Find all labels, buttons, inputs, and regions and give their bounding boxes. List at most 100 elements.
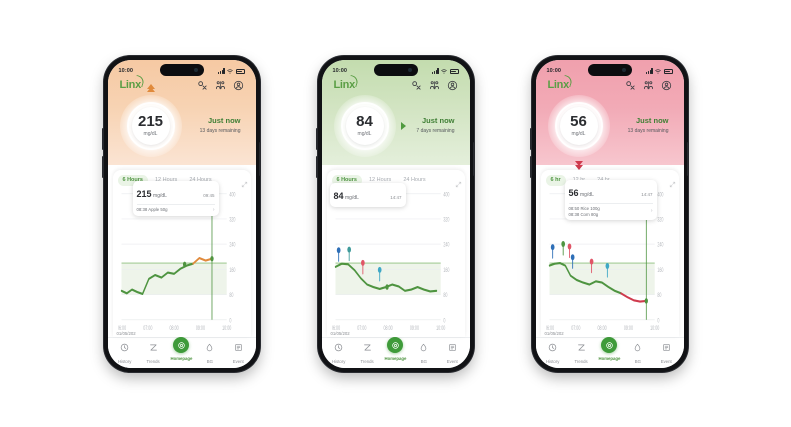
glucose-unit: mg/dL: [357, 130, 372, 137]
nav-item-homepage[interactable]: Homepage: [167, 337, 195, 361]
glucose-chart[interactable]: 400 320 240 160 80 0 06:00 07:00 08:00 09:00 10:00: [332, 188, 460, 337]
clock-icon: [548, 339, 557, 357]
x-tick-label: 06:00: [332, 325, 340, 332]
reading-tooltip[interactable]: 84 mg/dL 14:47: [329, 182, 406, 207]
power-button[interactable]: [473, 141, 475, 176]
header-icon-group: [625, 80, 672, 91]
hero-section: 10:00 Linx: [535, 59, 684, 170]
nav-item-history[interactable]: History: [539, 339, 567, 364]
tooltip-time: 09:45: [203, 192, 215, 198]
nav-item-event[interactable]: Event: [652, 339, 680, 364]
y-tick-label: 320: [657, 216, 663, 223]
status-time: 10:00: [546, 68, 562, 74]
tooltip-value: 84: [333, 190, 344, 201]
glucose-line: [548, 261, 622, 294]
tooltip-events[interactable]: 08:38 Apple 50g ›: [136, 203, 215, 213]
drop-icon: [633, 339, 642, 357]
glucose-dial[interactable]: 215 mg/dL: [119, 83, 182, 157]
profile-icon[interactable]: [661, 80, 672, 91]
tab-range-0[interactable]: 6 Hours: [117, 174, 148, 186]
x-tick-label: 09:00: [409, 325, 418, 332]
home-icon: [606, 342, 613, 349]
nav-item-event[interactable]: Event: [224, 339, 252, 364]
nav-item-bg[interactable]: BG: [196, 339, 224, 364]
x-tick-label: 08:00: [383, 325, 392, 332]
note-icon: [448, 339, 457, 357]
tab-range-2[interactable]: 24 Hours: [184, 175, 216, 186]
expand-icon[interactable]: [455, 181, 462, 188]
chevron-right-icon[interactable]: ›: [212, 206, 215, 213]
glucose-dial[interactable]: 56 mg/dL: [547, 94, 610, 170]
sensor-icon[interactable]: [625, 80, 636, 91]
y-tick-label: 160: [229, 267, 235, 274]
phone-screen: 10:00 Linx: [535, 59, 684, 368]
nav-item-bg[interactable]: BG: [410, 339, 438, 364]
y-tick-label: 80: [229, 292, 233, 299]
phone-screen: 10:00 Linx: [107, 59, 256, 368]
tab-range-0[interactable]: 6 Hours: [331, 174, 362, 186]
glucose-chart[interactable]: 400 320 240 160 80 0 06:00 07:00 08:00 09:00 10:00: [546, 188, 674, 337]
note-icon: [234, 339, 243, 357]
chart-plot[interactable]: 400 320 240 160 80 0 06:00 07:00 08:00 09:00 10:00: [332, 188, 460, 337]
drop-icon: [207, 344, 213, 352]
power-button[interactable]: [687, 141, 689, 176]
y-tick-label: 240: [443, 241, 449, 248]
sensor-days-remaining: 13 days remaining: [627, 127, 669, 134]
nav-item-homepage[interactable]: Homepage: [595, 337, 623, 361]
sensor-icon[interactable]: [411, 80, 422, 91]
home-fab[interactable]: [173, 337, 190, 354]
reading-tooltip[interactable]: 56 mg/dL 14:47 08:50 Rice 100g 08:38 Corn …: [564, 179, 657, 220]
note-icon: [449, 344, 456, 352]
note-icon: [662, 339, 671, 357]
share-people-icon[interactable]: [643, 80, 654, 91]
drop-icon: [421, 344, 427, 352]
nav-item-history[interactable]: History: [325, 339, 353, 364]
tab-range-1[interactable]: 12 Hours: [150, 175, 182, 186]
tab-range-2[interactable]: 24 Hours: [403, 177, 426, 183]
signal-icon: [432, 68, 439, 74]
nav-item-trends[interactable]: Trends: [353, 339, 381, 364]
share-people-icon[interactable]: [429, 80, 440, 91]
nav-item-label: Trends: [146, 358, 160, 364]
expand-icon[interactable]: [241, 181, 248, 188]
nav-item-event[interactable]: Event: [438, 339, 466, 364]
clock-icon: [120, 344, 129, 352]
x-tick-label: 09:00: [623, 325, 632, 332]
phone-screen: 10:00 Linx: [321, 59, 470, 368]
sensor-icon[interactable]: [197, 80, 208, 91]
tooltip-events[interactable]: 08:50 Rice 100g 08:38 Corn 80g ›: [568, 202, 653, 217]
glucose-dial[interactable]: 84 mg/dL: [333, 94, 406, 157]
trend-arrow-right: [400, 121, 406, 130]
wifi-icon: [227, 69, 233, 74]
profile-icon[interactable]: [233, 80, 244, 91]
share-people-icon[interactable]: [215, 80, 226, 91]
chevron-right-icon[interactable]: ›: [650, 208, 653, 214]
chart-plot[interactable]: 400 320 240 160 80 0 06:00 07:00 08:00 09:00 10:00: [546, 188, 674, 337]
data-point-marker[interactable]: [644, 297, 648, 304]
trends-icon: [149, 339, 158, 357]
tab-range-0[interactable]: 6 hr: [545, 174, 566, 186]
y-tick-label: 160: [443, 267, 449, 274]
reading-tooltip[interactable]: 215 mg/dL 09:45 08:38 Apple 50g ›: [132, 180, 219, 216]
nav-item-homepage[interactable]: Homepage: [381, 337, 409, 361]
power-button[interactable]: [259, 141, 261, 176]
tooltip-value: 56: [568, 187, 579, 198]
home-fab[interactable]: [601, 337, 618, 354]
data-point-marker[interactable]: [384, 283, 389, 290]
nav-item-label: History: [546, 358, 560, 364]
profile-icon[interactable]: [447, 80, 458, 91]
nav-item-history[interactable]: History: [111, 339, 139, 364]
note-icon: [663, 344, 670, 352]
nav-item-trends[interactable]: Trends: [567, 339, 595, 364]
tab-range-1[interactable]: 12 Hours: [368, 177, 392, 183]
tooltip-value: 215: [136, 188, 152, 199]
expand-icon[interactable]: [669, 181, 676, 188]
y-tick-label: 400: [229, 191, 235, 198]
nav-item-bg[interactable]: BG: [624, 339, 652, 364]
nav-item-trends[interactable]: Trends: [139, 339, 167, 364]
data-point-marker[interactable]: [182, 261, 186, 267]
hero-section: 10:00 Linx: [321, 59, 470, 165]
home-fab[interactable]: [387, 337, 404, 354]
data-point-marker[interactable]: [209, 255, 214, 261]
